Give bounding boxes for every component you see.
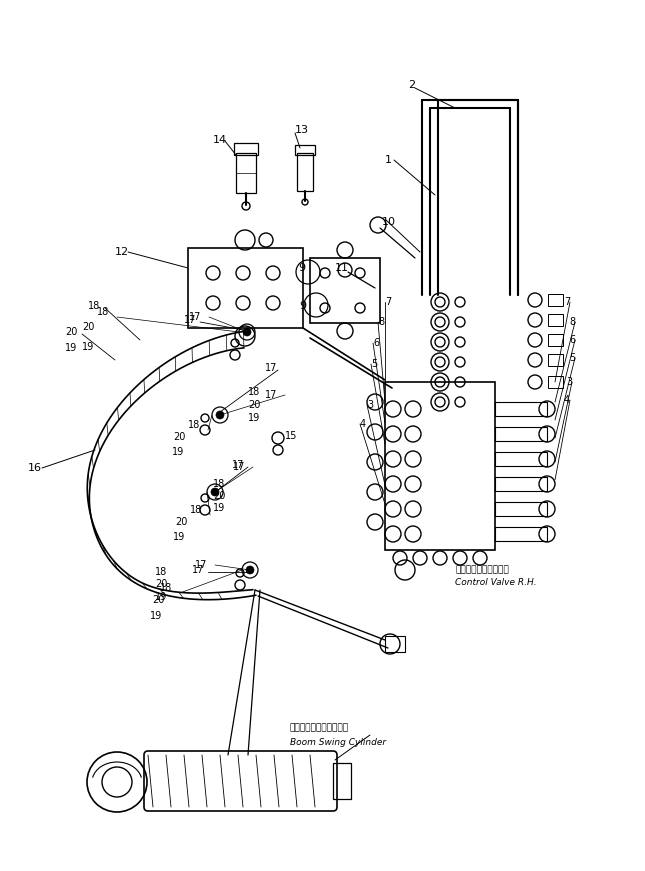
Text: 5: 5 [371, 359, 377, 369]
Text: 6: 6 [569, 335, 575, 345]
Text: 19: 19 [173, 532, 185, 542]
Text: 20: 20 [82, 322, 94, 332]
Text: 17: 17 [232, 460, 244, 470]
Text: 15: 15 [285, 431, 297, 441]
Text: 8: 8 [378, 317, 384, 327]
Bar [495, 477, 547, 491]
Text: 20: 20 [173, 432, 185, 442]
Text: 20: 20 [152, 595, 164, 605]
Text: 8: 8 [569, 317, 575, 327]
Text: 12: 12 [115, 247, 129, 257]
Text: 18: 18 [248, 387, 260, 397]
Text: 5: 5 [569, 353, 575, 363]
Text: 2: 2 [408, 80, 415, 90]
Text: 17: 17 [265, 390, 277, 400]
Text: 19: 19 [172, 447, 184, 457]
Text: 17: 17 [265, 363, 277, 373]
Bar [495, 452, 547, 466]
Text: 13: 13 [295, 125, 309, 135]
Text: Control Valve R.H.: Control Valve R.H. [455, 577, 537, 586]
Bar [548, 334, 563, 346]
Text: 17: 17 [189, 312, 201, 322]
Bar [295, 145, 315, 155]
Text: 18: 18 [188, 420, 200, 430]
Text: 9: 9 [298, 263, 305, 273]
Text: 4: 4 [564, 395, 570, 405]
Bar [310, 258, 380, 323]
Text: ブームスイングシリンダ: ブームスイングシリンダ [290, 724, 349, 733]
Bar [495, 502, 547, 516]
Text: 10: 10 [382, 217, 396, 227]
Text: 18: 18 [190, 505, 203, 515]
Circle shape [216, 411, 224, 419]
Circle shape [243, 328, 251, 336]
Circle shape [246, 566, 254, 574]
Text: 19: 19 [65, 343, 77, 353]
Text: 18: 18 [88, 301, 100, 311]
Bar [188, 248, 303, 328]
Text: 17: 17 [184, 315, 196, 325]
Text: 7: 7 [564, 297, 570, 307]
Bar [548, 354, 563, 366]
Text: 16: 16 [28, 463, 42, 473]
Text: 3: 3 [367, 400, 373, 410]
Text: 19: 19 [155, 592, 167, 602]
Text: 14: 14 [213, 135, 227, 145]
Circle shape [211, 488, 219, 496]
Text: 3: 3 [566, 377, 572, 387]
Text: 4: 4 [360, 419, 366, 429]
Bar [495, 527, 547, 541]
Text: 19: 19 [248, 413, 260, 423]
Text: 17: 17 [233, 462, 245, 472]
Text: 17: 17 [192, 565, 204, 575]
Text: 11: 11 [335, 263, 349, 273]
Bar [385, 636, 405, 652]
Text: 18: 18 [97, 307, 109, 317]
Text: 20: 20 [213, 491, 225, 501]
Bar [548, 314, 563, 326]
Bar [297, 153, 313, 191]
Bar [495, 427, 547, 441]
Text: 19: 19 [213, 503, 225, 513]
Bar [385, 382, 495, 550]
Text: 19: 19 [82, 342, 94, 352]
Text: 18: 18 [213, 479, 225, 489]
Bar [236, 153, 256, 193]
Text: 7: 7 [385, 297, 392, 307]
Text: 20: 20 [155, 579, 167, 589]
Text: Boom Swing Cylinder: Boom Swing Cylinder [290, 738, 386, 746]
Text: 17: 17 [195, 560, 208, 570]
Text: 9: 9 [299, 301, 306, 311]
Text: 6: 6 [373, 338, 379, 348]
Text: 20: 20 [175, 517, 188, 527]
Bar [333, 763, 351, 799]
Text: 18: 18 [155, 567, 167, 577]
Bar [548, 376, 563, 388]
Text: 20: 20 [65, 327, 77, 337]
Bar [495, 402, 547, 416]
Text: コントロールバルブ右: コントロールバルブ右 [455, 565, 509, 575]
Text: 19: 19 [150, 611, 163, 621]
Bar [548, 294, 563, 306]
Bar [234, 143, 258, 155]
Text: 20: 20 [248, 400, 261, 410]
Text: 18: 18 [160, 583, 172, 593]
Text: 1: 1 [385, 155, 392, 165]
